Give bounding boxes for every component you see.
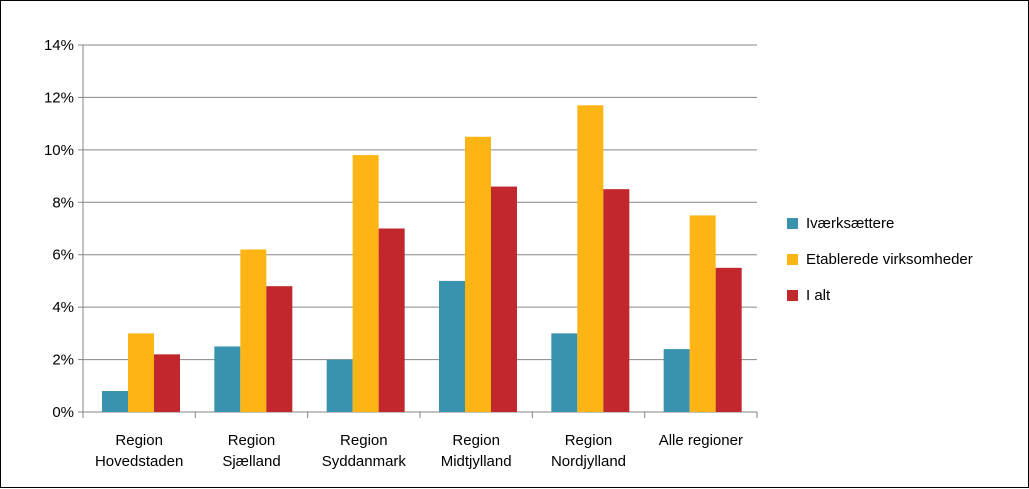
bar-2-6	[689, 215, 716, 412]
x-tick-label-line: Hovedstaden	[95, 453, 183, 470]
y-tick-label: 12%	[44, 89, 74, 106]
x-tick-label: Region Syddanmark	[322, 432, 407, 470]
bar-2-2	[240, 249, 267, 412]
x-tick-label: Region Midtjylland	[441, 432, 512, 470]
bar-3-3	[378, 228, 405, 412]
y-tick-label: 10%	[44, 142, 74, 159]
y-tick-label: 6%	[52, 247, 74, 264]
legend-swatch	[787, 253, 798, 265]
x-tick-label-line: Alle regioner	[659, 432, 743, 449]
bar-3-5	[603, 189, 630, 412]
bar-3-6	[715, 267, 742, 412]
x-tick-label-line: Region	[115, 432, 163, 449]
legend-label: I alt	[806, 286, 831, 304]
x-tick-label: Region Sjælland	[222, 432, 280, 470]
legend-label: Iværksættere	[806, 214, 895, 232]
y-tick-label: 14%	[44, 37, 74, 54]
bar-1-3	[326, 359, 353, 412]
x-tick-label-line: Midtjylland	[441, 453, 512, 470]
legend: Iværksættere Etablerede virksomheder I alt	[787, 205, 973, 313]
legend-swatch	[787, 289, 798, 301]
x-tick-label-line: Region	[452, 432, 500, 449]
legend-swatch	[787, 217, 798, 229]
bar-1-1	[102, 391, 128, 412]
bar-3-4	[491, 186, 517, 412]
x-tick-label-line: Region	[228, 432, 276, 449]
bar-2-4	[465, 136, 491, 412]
y-tick-label: 4%	[52, 299, 74, 316]
bar-3-2	[266, 286, 293, 412]
x-tick-label: Alle regioner	[659, 432, 743, 449]
bar-2-1	[128, 333, 154, 412]
bar-3-1	[154, 354, 180, 412]
y-tick-label: 0%	[52, 404, 74, 421]
legend-label: Etablerede virksomheder	[806, 250, 973, 268]
x-tick-label-line: Nordjylland	[551, 453, 626, 470]
bar-1-5	[551, 333, 578, 412]
x-tick-label: Region Nordjylland	[551, 432, 626, 470]
legend-item: Etablerede virksomheder	[787, 241, 973, 277]
bar-2-5	[577, 105, 604, 413]
y-tick-label: 8%	[52, 194, 74, 211]
legend-item: I alt	[787, 277, 973, 313]
legend-item: Iværksættere	[787, 205, 973, 241]
x-tick-label-line: Region	[340, 432, 388, 449]
bar-1-6	[663, 349, 690, 412]
bar-1-4	[439, 280, 465, 412]
x-tick-label: Region Hovedstaden	[95, 432, 183, 470]
x-tick-label-line: Syddanmark	[322, 453, 407, 470]
x-tick-label-line: Sjælland	[222, 453, 280, 470]
y-tick-label: 2%	[52, 352, 74, 369]
x-tick-label-line: Region	[565, 432, 613, 449]
bar-1-2	[214, 346, 241, 412]
bar-2-3	[352, 155, 379, 412]
